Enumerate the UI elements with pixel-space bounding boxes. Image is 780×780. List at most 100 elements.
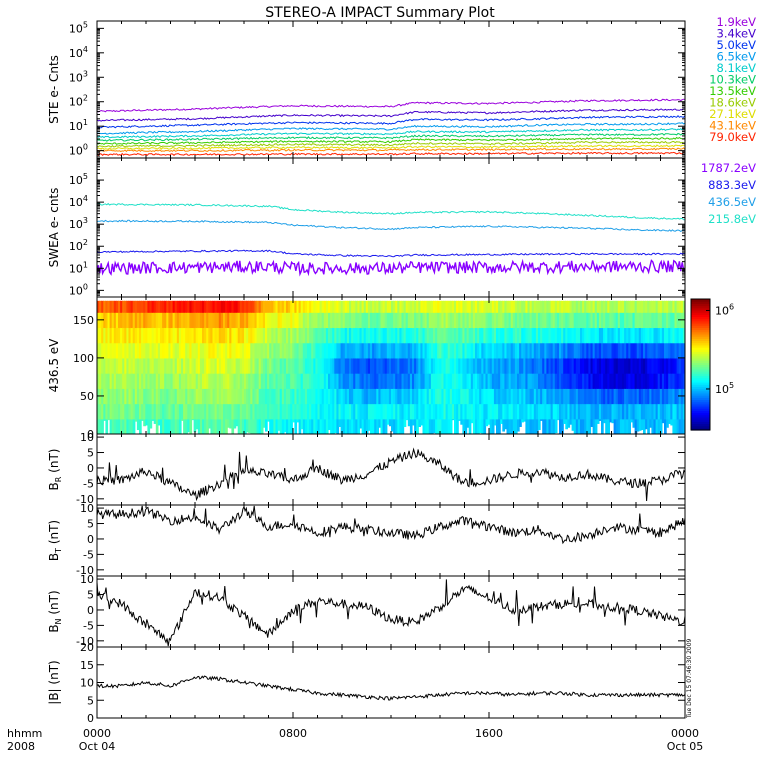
heatmap-cell <box>580 312 583 329</box>
heatmap-cell <box>401 327 405 344</box>
heatmap-cell <box>132 403 136 420</box>
heatmap-cell <box>466 418 470 428</box>
heatmap-cell <box>412 342 415 359</box>
heatmap-cell <box>611 403 615 420</box>
heatmap-cell <box>596 403 600 420</box>
heatmap-cell <box>115 373 119 389</box>
heatmap-cell <box>244 388 247 405</box>
heatmap-cell <box>260 418 264 434</box>
heatmap-cell <box>391 342 394 359</box>
heatmap-cell <box>407 300 411 313</box>
heatmap-cell <box>160 312 163 329</box>
heatmap-cell <box>178 388 182 405</box>
heatmap-cell <box>351 403 354 420</box>
heatmap-cell <box>155 327 159 344</box>
heatmap-cell <box>498 357 501 374</box>
heatmap-cell <box>189 300 193 313</box>
heatmap-cell <box>391 357 394 374</box>
heatmap-cell <box>657 357 661 374</box>
heatmap-cell <box>214 418 218 434</box>
heatmap-cell <box>111 388 115 405</box>
heatmap-cell <box>193 418 197 433</box>
heatmap-cell <box>193 327 197 344</box>
heatmap-cell <box>447 418 451 434</box>
panel-frame-bmag <box>96 646 686 719</box>
heatmap-cell <box>357 373 361 389</box>
heatmap-cell <box>556 403 560 420</box>
heatmap-cell <box>632 357 636 374</box>
heatmap-cell <box>101 357 104 374</box>
heatmap-cell <box>636 418 640 432</box>
heatmap-cell <box>552 312 556 329</box>
heatmap-cell <box>216 388 220 405</box>
heatmap-cell <box>376 373 379 389</box>
heatmap-cell <box>659 300 663 313</box>
heatmap-cell <box>565 312 568 329</box>
heatmap-cell <box>332 357 335 374</box>
heatmap-cell <box>252 388 256 405</box>
heatmap-cell <box>290 373 293 389</box>
heatmap-cell <box>191 403 195 420</box>
heatmap-cell <box>508 342 512 359</box>
colorbar-swatch <box>691 405 710 409</box>
series-line-bn-0 <box>97 579 685 647</box>
heatmap-cell <box>630 342 634 359</box>
heatmap-cell <box>307 327 310 344</box>
heatmap-cell <box>374 388 377 405</box>
heatmap-cell <box>680 300 684 313</box>
heatmap-cell <box>365 327 369 344</box>
heatmap-cell <box>609 300 613 313</box>
heatmap-cell <box>458 357 461 374</box>
heatmap-cell <box>162 312 165 329</box>
heatmap-cell <box>286 388 289 405</box>
heatmap-cell <box>418 357 421 374</box>
heatmap-cell <box>353 373 356 389</box>
heatmap-cell <box>367 388 371 405</box>
heatmap-cell <box>552 342 556 359</box>
heatmap-cell <box>634 403 638 420</box>
heatmap-cell <box>538 312 541 329</box>
heatmap-cell <box>634 373 638 389</box>
heatmap-cell <box>164 327 167 344</box>
heatmap-cell <box>493 373 497 389</box>
heatmap-cell <box>290 388 293 405</box>
heatmap-cell <box>500 300 503 313</box>
heatmap-cell <box>456 327 459 344</box>
heatmap-cell <box>262 418 266 428</box>
heatmap-cell <box>254 388 258 405</box>
heatmap-cell <box>449 388 453 405</box>
heatmap-cell <box>552 373 556 389</box>
heatmap-cell <box>153 373 157 389</box>
heatmap-cell <box>454 403 457 420</box>
heatmap-cell <box>535 388 539 405</box>
heatmap-cell <box>498 373 501 389</box>
heatmap-cell <box>645 342 648 359</box>
heatmap-cell <box>309 373 312 389</box>
heatmap-cell <box>454 327 457 344</box>
heatmap-cell <box>544 342 547 359</box>
heatmap-cell <box>246 373 249 389</box>
heatmap-cell <box>210 373 214 389</box>
heatmap-cell <box>353 403 356 420</box>
heatmap-cell <box>580 388 583 405</box>
heatmap-cell <box>445 357 449 374</box>
heatmap-cell <box>622 388 625 405</box>
heatmap-cell <box>361 300 365 313</box>
heatmap-cell <box>628 342 631 359</box>
heatmap-cell <box>122 373 125 389</box>
heatmap-cell <box>468 342 472 359</box>
heatmap-cell <box>409 418 413 434</box>
heatmap-cell <box>164 342 167 359</box>
heatmap-cell <box>172 388 176 405</box>
heatmap-cell <box>609 403 613 420</box>
heatmap-cell <box>546 418 550 434</box>
heatmap-cell <box>640 342 644 359</box>
heatmap-cell <box>512 418 516 434</box>
heatmap-cell <box>550 373 554 389</box>
heatmap-cell <box>437 342 440 359</box>
heatmap-cell <box>237 357 241 374</box>
heatmap-cell <box>682 373 685 389</box>
heatmap-cell <box>199 388 203 405</box>
heatmap-cell <box>622 327 625 344</box>
heatmap-cell <box>414 342 417 359</box>
